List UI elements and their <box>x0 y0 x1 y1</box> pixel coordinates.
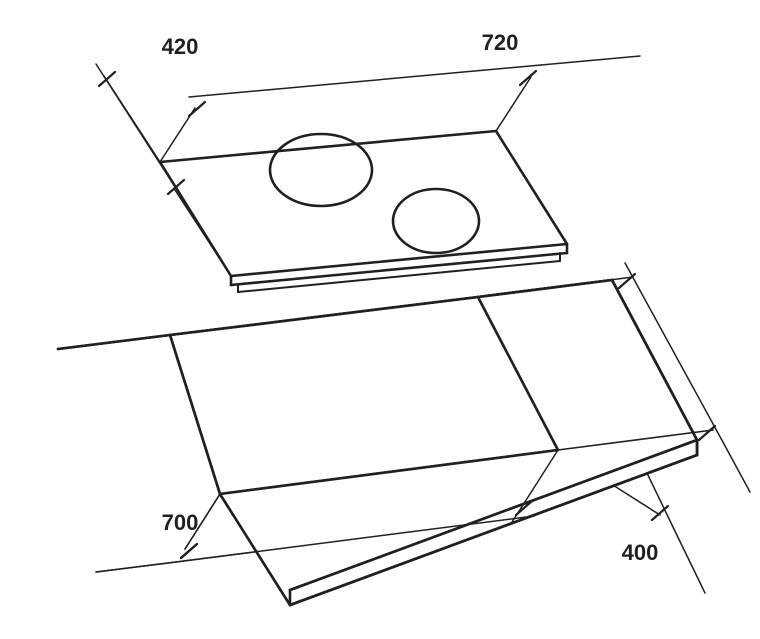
label-420: 420 <box>162 34 199 59</box>
technical-drawing: 420 720 700 400 <box>0 0 760 639</box>
label-700: 700 <box>162 510 199 535</box>
label-720: 720 <box>482 30 519 55</box>
label-400: 400 <box>622 540 659 565</box>
